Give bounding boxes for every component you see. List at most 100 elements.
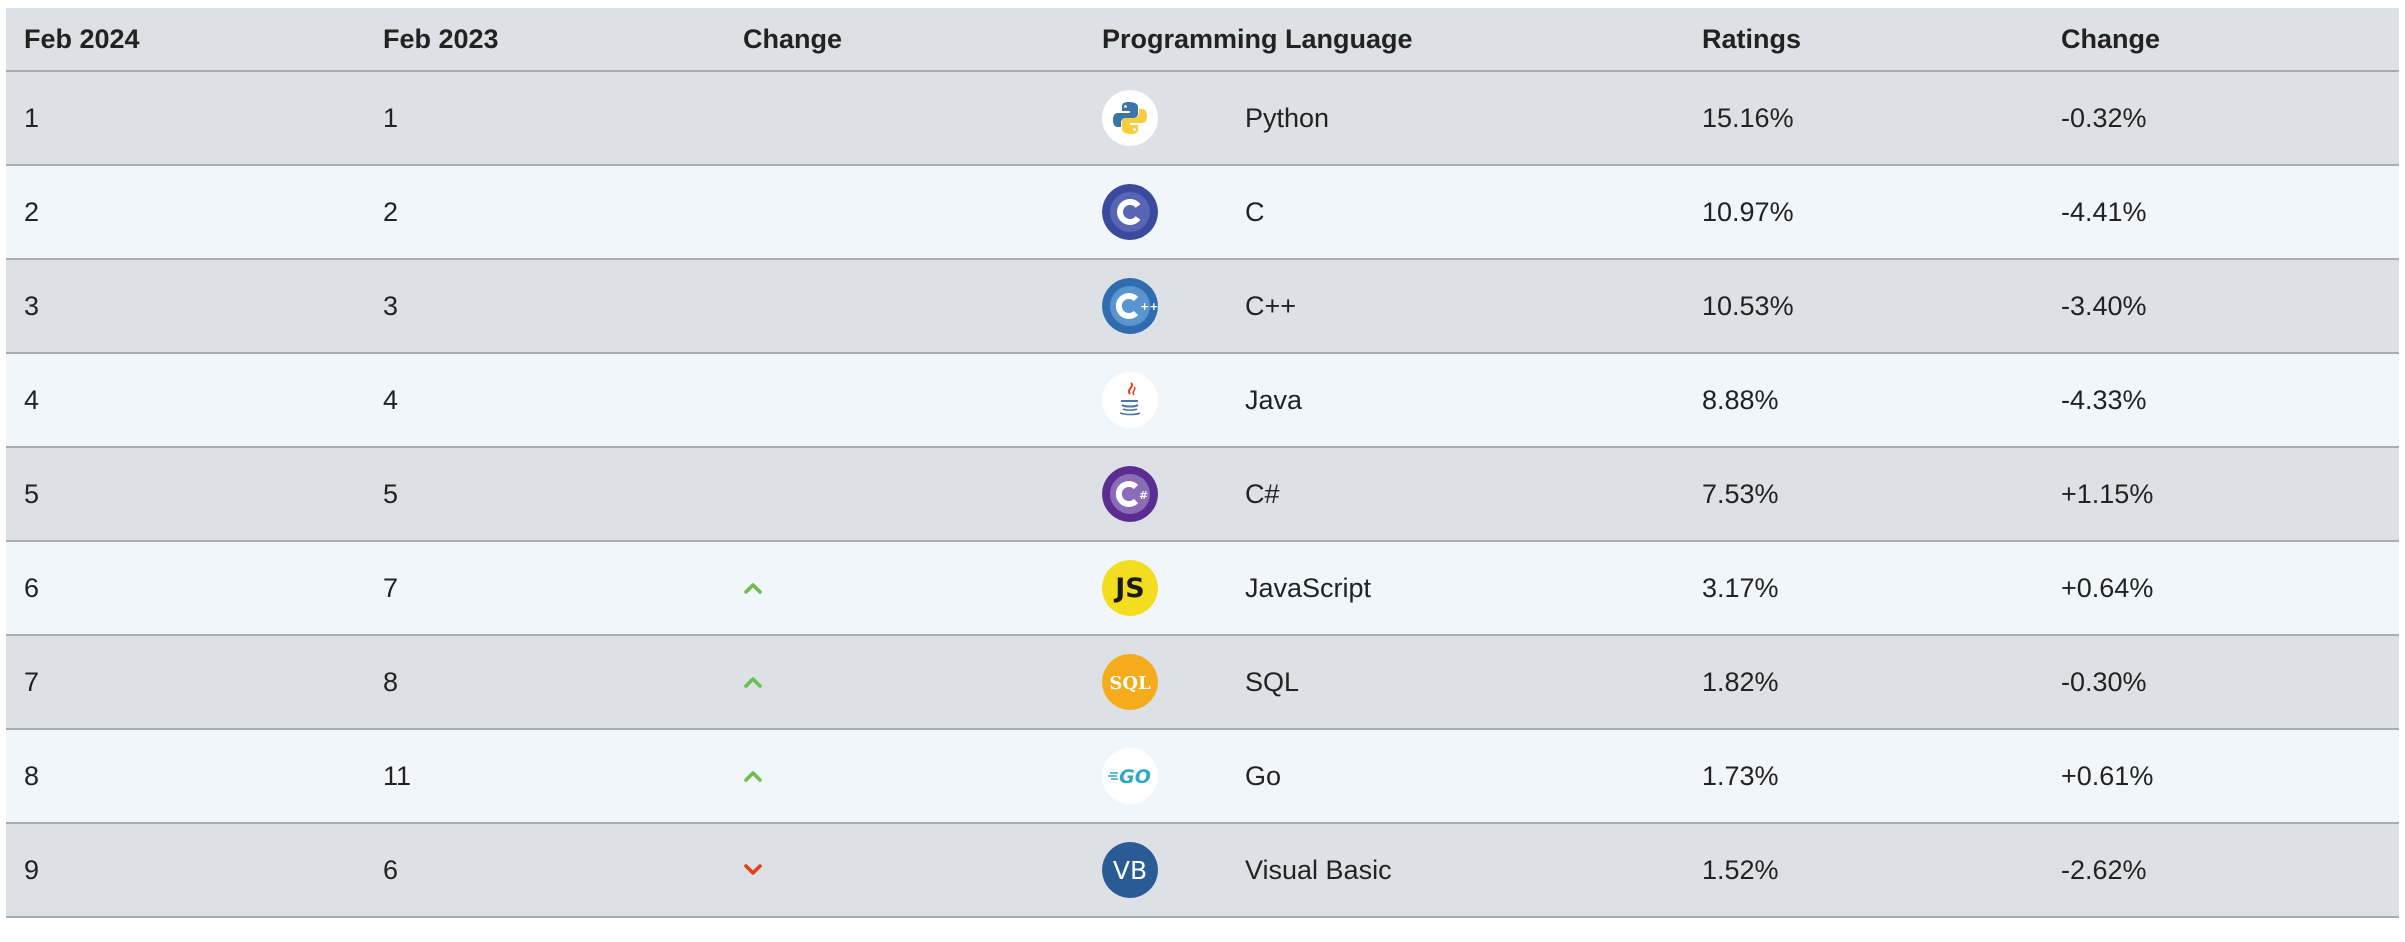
rank-change-cell [725,71,1084,165]
rank-feb-2023: 4 [383,384,399,415]
rank-change-cell [725,447,1084,541]
rank-feb-2024: 9 [24,854,40,885]
rank-feb-2024: 3 [24,290,40,321]
svg-text:SQL: SQL [1109,673,1151,694]
visual-basic-logo-icon: VB [1102,842,1158,898]
rating-value: 10.53% [1702,290,1794,321]
language-name: C# [1245,478,1280,509]
rank-feb-2023: 7 [383,572,399,603]
csharp-logo-icon: # [1102,466,1158,522]
language-name: C [1245,196,1265,227]
rating-value: 8.88% [1702,384,1779,415]
rating-value: 10.97% [1702,196,1794,227]
rating-change-value: -4.41% [2061,196,2147,227]
rank-feb-2024: 5 [24,478,40,509]
arrow-down-icon [743,863,1084,877]
language-cell: VB Visual Basic [1084,823,1684,917]
rank-feb-2023: 2 [383,196,399,227]
rating-change-value: +1.15% [2061,478,2154,509]
rating-change-value: -3.40% [2061,290,2147,321]
language-name: Go [1245,760,1282,791]
svg-text:++: ++ [1140,300,1158,313]
header-rating-change: Change [2043,8,2399,72]
rating-value: 1.73% [1702,760,1779,791]
sql-logo-icon: SQL [1102,654,1158,710]
javascript-logo-icon: JS [1102,560,1158,616]
rating-change-value: -0.30% [2061,666,2147,697]
table-body: 1 1 Python 15.16% -0.32% 2 2 [6,71,2399,917]
table-header: Feb 2024 Feb 2023 Change Programming Lan… [6,8,2399,72]
svg-text:VB: VB [1113,856,1147,885]
rating-change-value: -4.33% [2061,384,2147,415]
arrow-up-icon [743,769,1084,783]
header-row: Feb 2024 Feb 2023 Change Programming Lan… [6,8,2399,72]
programming-language-ranking-table: Feb 2024 Feb 2023 Change Programming Lan… [6,8,2399,918]
table-row: 5 5 # C# 7.53% +1.15% [6,447,2399,541]
cpp-logo-icon: ++ [1102,278,1158,334]
language-cell: Java [1084,353,1684,447]
table-row: 8 11 GO Go 1.73% +0.61% [6,729,2399,823]
language-name: SQL [1245,666,1300,697]
rating-value: 1.52% [1702,854,1779,885]
rank-change-cell [725,165,1084,259]
rank-change-cell [725,635,1084,729]
rank-feb-2023: 8 [383,666,399,697]
table-row: 7 8 SQL SQL 1.82% -0.30% [6,635,2399,729]
table-row: 6 7 JS JavaScript 3.17% +0.64% [6,541,2399,635]
rank-feb-2023: 11 [383,760,412,791]
ranking-table-container: Feb 2024 Feb 2023 Change Programming Lan… [6,8,2399,918]
language-name: Python [1245,102,1330,133]
language-name: Java [1245,384,1303,415]
table-row: 1 1 Python 15.16% -0.32% [6,71,2399,165]
c-logo-icon [1102,184,1158,240]
arrow-up-icon [743,581,1084,595]
rank-change-cell [725,823,1084,917]
rank-feb-2024: 1 [24,102,40,133]
table-row: 3 3 ++ C++ 10.53% -3.40% [6,259,2399,353]
python-logo-icon [1102,90,1158,146]
header-rank-change: Change [725,8,1084,72]
language-cell: C [1084,165,1684,259]
language-cell: JS JavaScript [1084,541,1684,635]
rating-change-value: +0.61% [2061,760,2154,791]
rating-change-value: -2.62% [2061,854,2147,885]
go-logo-icon: GO [1102,748,1158,804]
rating-value: 15.16% [1702,102,1794,133]
rating-value: 7.53% [1702,478,1779,509]
rank-change-cell [725,541,1084,635]
header-feb-2024: Feb 2024 [6,8,365,72]
rank-change-cell [725,729,1084,823]
rank-feb-2024: 8 [24,760,40,791]
rank-feb-2023: 1 [383,102,399,133]
header-feb-2023: Feb 2023 [365,8,725,72]
rank-feb-2023: 3 [383,290,399,321]
table-row: 2 2 C 10.97% -4.41% [6,165,2399,259]
language-name: Visual Basic [1245,854,1392,885]
language-cell: GO Go [1084,729,1684,823]
rank-change-cell [725,259,1084,353]
language-name: C++ [1245,290,1297,321]
rating-change-value: +0.64% [2061,572,2154,603]
rank-feb-2023: 6 [383,854,399,885]
language-cell: ++ C++ [1084,259,1684,353]
table-row: 9 6 VB Visual Basic 1.52% -2.62% [6,823,2399,917]
language-cell: # C# [1084,447,1684,541]
rank-feb-2024: 4 [24,384,40,415]
rank-feb-2024: 7 [24,666,40,697]
svg-text:GO: GO [1119,766,1151,788]
header-programming-language: Programming Language [1084,8,1684,72]
rank-feb-2024: 6 [24,572,40,603]
rating-value: 1.82% [1702,666,1779,697]
svg-text:#: # [1139,489,1148,502]
arrow-up-icon [743,675,1084,689]
rating-value: 3.17% [1702,572,1779,603]
table-row: 4 4 Java 8.88% -4.33% [6,353,2399,447]
rank-change-cell [725,353,1084,447]
rating-change-value: -0.32% [2061,102,2147,133]
language-cell: SQL SQL [1084,635,1684,729]
rank-feb-2023: 5 [383,478,399,509]
header-ratings: Ratings [1684,8,2043,72]
language-name: JavaScript [1245,572,1372,603]
svg-text:JS: JS [1113,573,1145,604]
rank-feb-2024: 2 [24,196,40,227]
